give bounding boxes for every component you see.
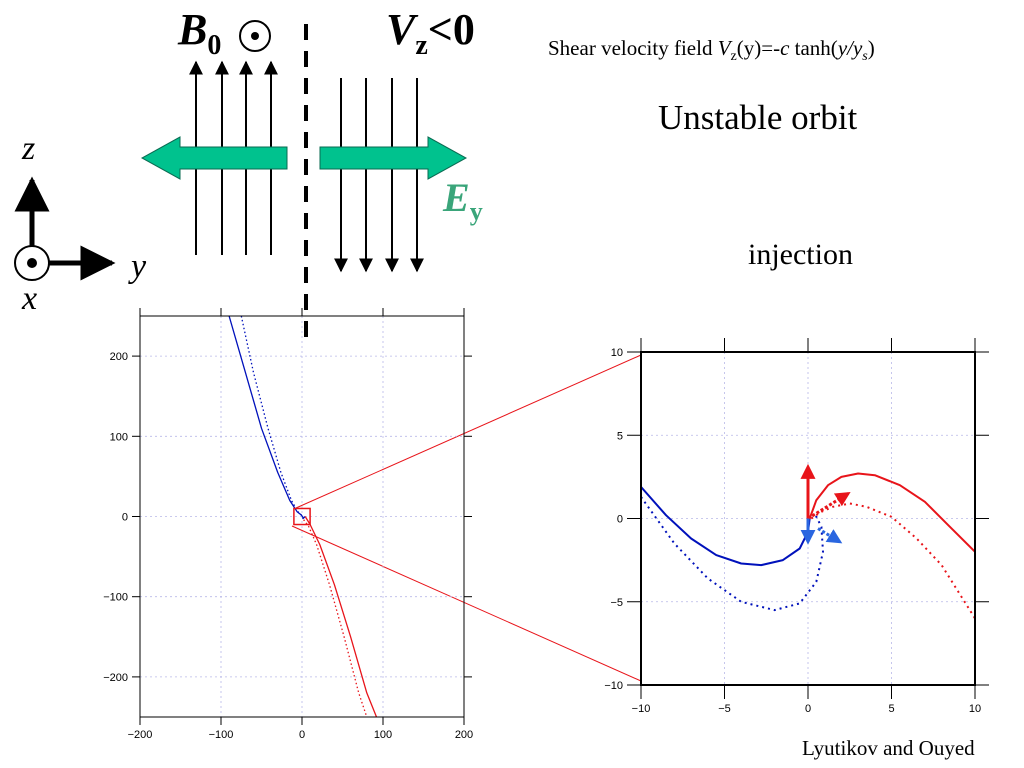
b0-label: B0	[178, 5, 222, 61]
x-tick-label: −100	[209, 729, 234, 741]
velocity-arrow	[817, 527, 843, 544]
axis-z-label: z	[22, 130, 36, 167]
zoom-connector-top	[295, 354, 642, 509]
orbit-series-dotted	[641, 496, 824, 612]
y-tick-label: 5	[617, 430, 623, 442]
y-tick-label: −100	[103, 592, 128, 604]
x-tick-label: 0	[805, 703, 811, 715]
x-tick-label: 0	[299, 729, 305, 741]
y-tick-label: 0	[122, 512, 128, 524]
y-tick-label: 10	[611, 347, 623, 359]
y-tick-label: −10	[604, 680, 623, 692]
orbit-series-solid	[641, 486, 811, 567]
orbit-series-dotted	[240, 316, 305, 520]
zoom-connector-bottom	[291, 525, 642, 682]
orbit-plot-zoom: −10 −5 0 5 10 −10 −5 0 5 10	[604, 338, 989, 715]
orbit-series-solid	[304, 516, 378, 717]
x-tick-label: 100	[374, 729, 392, 741]
shear-velocity-title: Shear velocity field Vz(y)=-c tanh(y/ys)	[548, 36, 875, 65]
orbit-plot-full: −200 −100 0 100 200 −200 −100 0 100 200	[103, 308, 473, 741]
axis-x-label: x	[22, 280, 38, 317]
x-tick-label: −200	[128, 729, 153, 741]
y-tick-label: 0	[617, 514, 623, 526]
field-lines-down	[334, 78, 424, 273]
x-tick-label: −10	[632, 703, 651, 715]
credit-label: Lyutikov and Ouyed	[802, 736, 975, 760]
y-tick-label: 100	[110, 431, 128, 443]
orbit-series-dotted	[303, 519, 368, 717]
injection-label: injection	[748, 238, 853, 271]
velocity-arrow	[807, 491, 851, 520]
e-field-arrow-left	[140, 136, 288, 180]
vz-label: Vz<0	[386, 5, 475, 61]
orbit-title: Unstable orbit	[658, 98, 858, 137]
out-of-page-symbol	[239, 20, 271, 52]
x-tick-label: 10	[969, 703, 981, 715]
ey-label: Ey	[443, 175, 483, 226]
x-tick-label: −5	[718, 703, 731, 715]
y-tick-label: 200	[110, 351, 128, 363]
orbit-series-solid	[808, 472, 975, 553]
x-tick-label: 5	[888, 703, 894, 715]
orbit-series-solid	[228, 316, 306, 519]
zoom-region-box	[293, 507, 311, 526]
y-tick-label: −200	[103, 672, 128, 684]
axis-y-label: y	[131, 248, 147, 285]
e-field-arrow-right	[319, 136, 468, 180]
orbit-series-dotted	[810, 502, 975, 619]
y-tick-label: −5	[610, 597, 623, 609]
x-tick-label: 200	[455, 729, 473, 741]
